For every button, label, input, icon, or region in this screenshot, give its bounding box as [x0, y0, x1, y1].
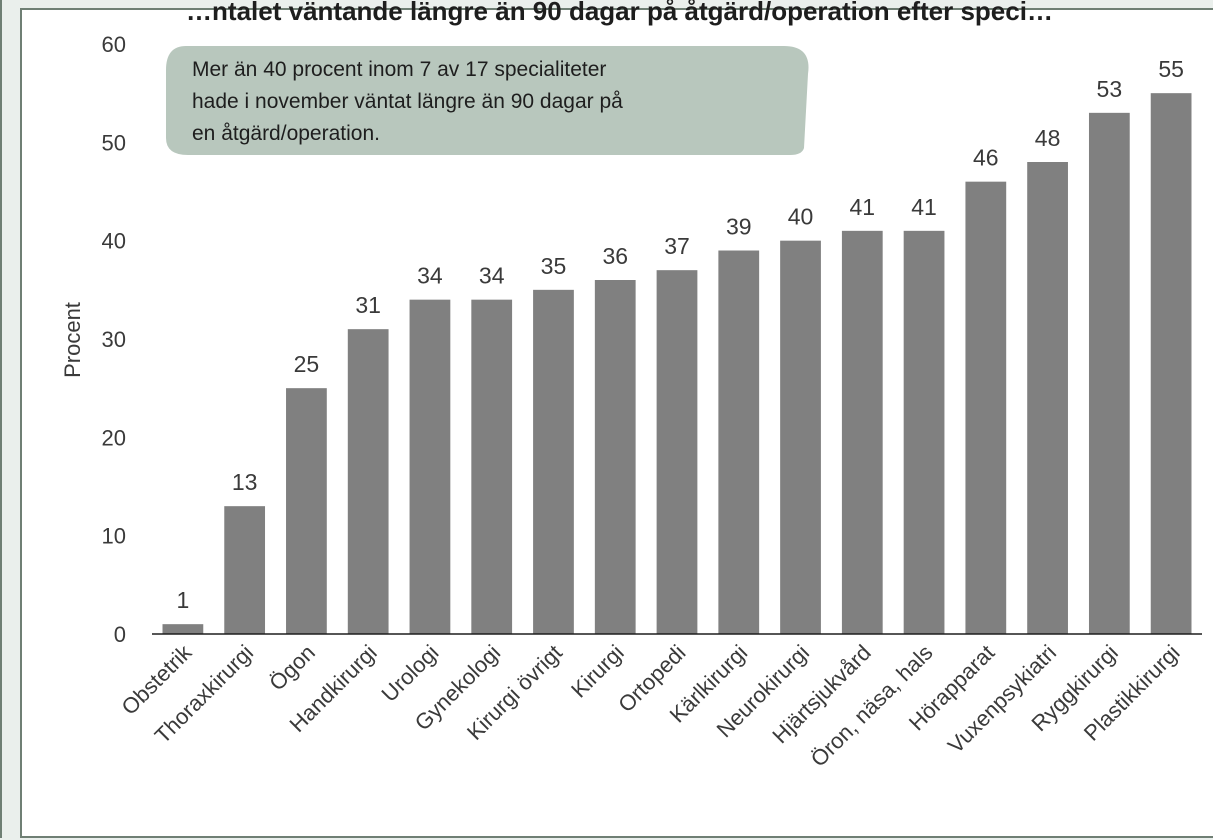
bar-series: [162, 93, 1192, 635]
bar: [471, 299, 513, 634]
bar: [1027, 162, 1068, 634]
bar-value-label: 34: [417, 263, 443, 289]
bar: [656, 270, 698, 634]
bar-value-label: 35: [541, 253, 567, 279]
annotation-line-1: Mer än 40 procent inom 7 av 17 specialit…: [192, 58, 606, 81]
bar: [841, 230, 883, 635]
bar: [1150, 93, 1192, 634]
bar-value-label: 1: [176, 587, 189, 613]
bar: [224, 506, 266, 634]
bar: [780, 240, 821, 634]
annotation-line-2: hade i november väntat längre än 90 daga…: [192, 90, 623, 113]
bar-value-label: 39: [726, 214, 752, 240]
bar: [409, 299, 451, 634]
y-axis-label: Procent: [60, 302, 85, 378]
bar-value-label: 40: [788, 204, 814, 230]
bar: [162, 624, 204, 634]
bar-value-label: 53: [1097, 76, 1123, 102]
bar: [718, 250, 760, 634]
bar: [286, 388, 327, 634]
bar: [594, 280, 636, 634]
x-tick-label: Ögon: [264, 640, 320, 696]
bar-chart: 0 10 20 30 40 50 60 1 13 25 31 34 34 35 36 37 39 40 41 41 4…: [60, 32, 1202, 772]
bar-value-label: 41: [911, 194, 937, 220]
bar: [965, 181, 1007, 634]
bar: [347, 329, 389, 634]
y-tick-label: 30: [102, 327, 126, 352]
annotation-line-3: en åtgärd/operation.: [192, 122, 380, 145]
bar-value-label: 55: [1158, 56, 1184, 82]
bar: [903, 230, 945, 635]
bar-value-label: 36: [602, 243, 628, 269]
bar-value-label: 25: [294, 351, 320, 377]
annotation-box: [166, 46, 809, 155]
chart-title: …ntalet väntande längre än 90 dagar på å…: [186, 0, 1053, 26]
y-axis: 0 10 20 30 40 50 60: [102, 32, 126, 647]
y-tick-label: 10: [102, 524, 126, 549]
x-tick-label: Vuxenpsykiatri: [943, 640, 1061, 758]
bar-value-label: 13: [232, 469, 258, 495]
y-tick-label: 50: [102, 130, 126, 155]
bar-value-label: 31: [355, 292, 381, 318]
bar-value-label: 37: [664, 233, 690, 259]
bar: [533, 289, 574, 634]
y-tick-label: 20: [102, 425, 126, 450]
bar-value-label: 34: [479, 263, 505, 289]
y-tick-label: 60: [102, 32, 126, 57]
value-labels: 1 13 25 31 34 34 35 36 37 39 40 41 41 46 48 53 55: [176, 56, 1183, 613]
bar-value-label: 46: [973, 145, 999, 171]
chart-panel: …ntalet väntande längre än 90 dagar på å…: [20, 0, 1213, 838]
bar: [1088, 112, 1130, 635]
annotation-callout: Mer än 40 procent inom 7 av 17 specialit…: [166, 46, 809, 155]
bar-value-label: 48: [1035, 125, 1061, 151]
y-tick-label: 0: [114, 622, 126, 647]
bar-value-label: 41: [849, 194, 875, 220]
y-tick-label: 40: [102, 229, 126, 254]
